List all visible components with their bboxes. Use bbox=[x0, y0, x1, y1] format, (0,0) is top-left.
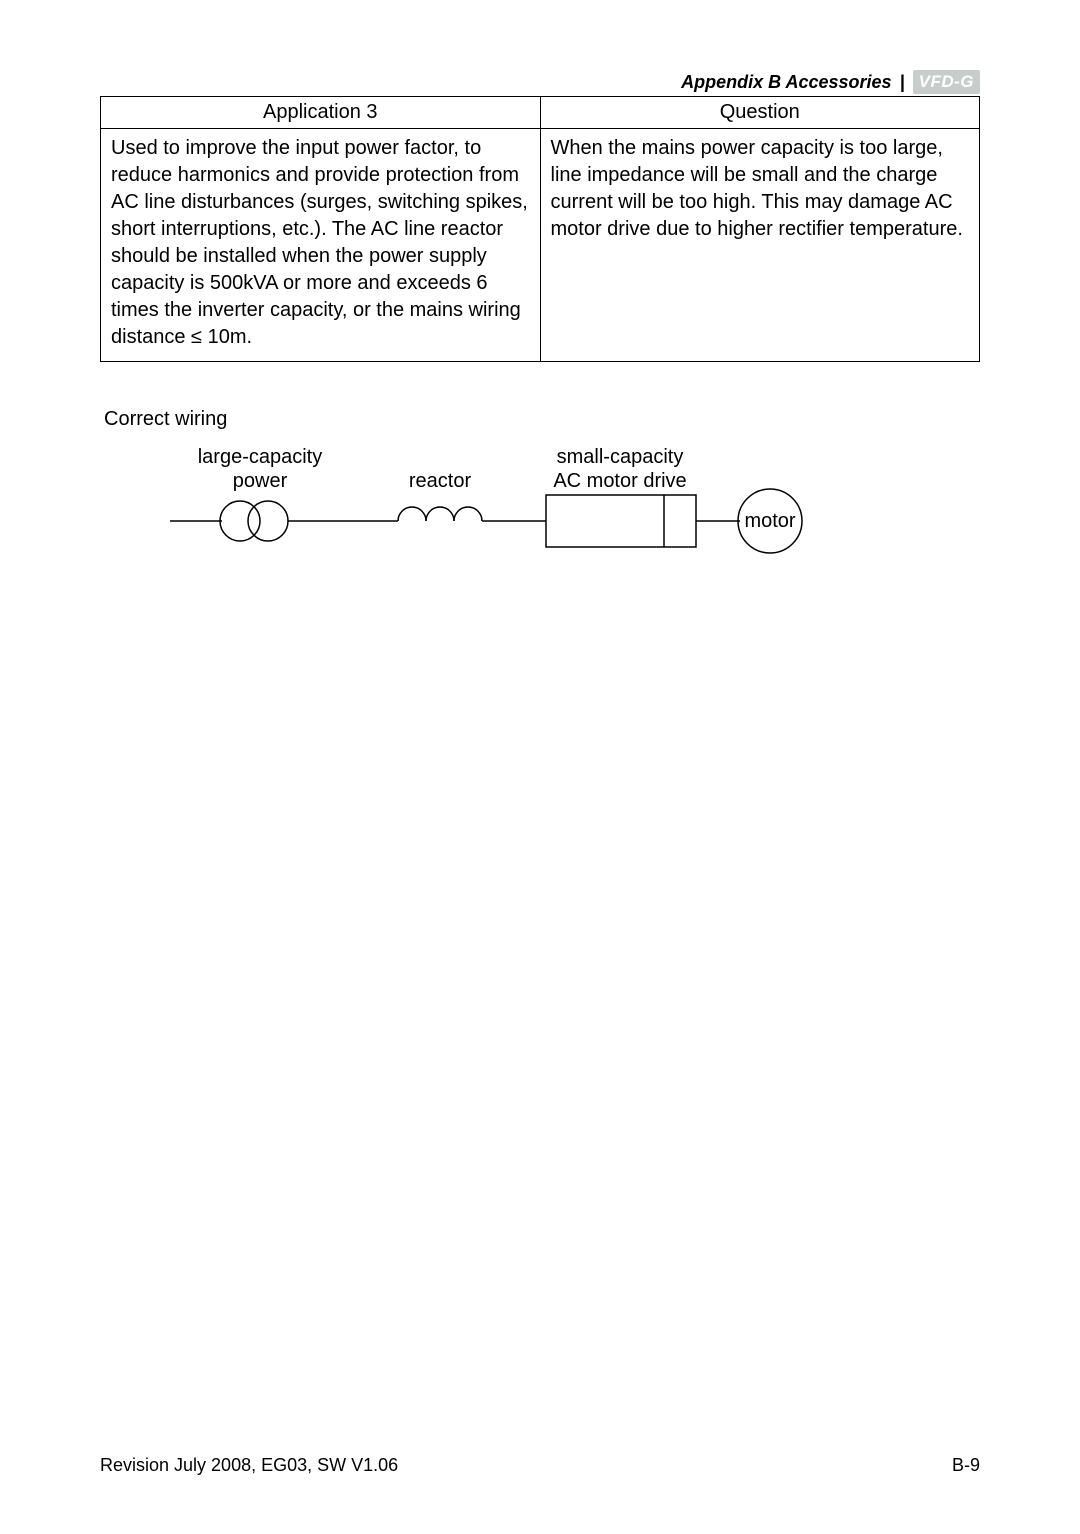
application-table: Application 3 Question Used to improve t… bbox=[100, 96, 980, 362]
label-drive-1: small-capacity bbox=[557, 446, 684, 468]
label-drive-2: AC motor drive bbox=[553, 470, 686, 492]
col-header-question: Question bbox=[540, 97, 980, 129]
reactor-hump-2 bbox=[426, 507, 454, 521]
table-row: Used to improve the input power factor, … bbox=[101, 129, 980, 362]
col-header-application: Application 3 bbox=[101, 97, 541, 129]
breadcrumb: Appendix B Accessories bbox=[681, 72, 891, 93]
table-header-row: Application 3 Question bbox=[101, 97, 980, 129]
reactor-hump-3 bbox=[454, 507, 482, 521]
footer-page-number: B-9 bbox=[952, 1455, 980, 1476]
label-reactor: reactor bbox=[409, 470, 472, 492]
label-motor: motor bbox=[744, 510, 795, 532]
label-power-2: power bbox=[233, 470, 288, 492]
reactor-hump-1 bbox=[398, 507, 426, 521]
cell-application-body: Used to improve the input power factor, … bbox=[101, 129, 541, 362]
section-heading: Correct wiring bbox=[104, 408, 980, 431]
page-header: Appendix B Accessories | VFD-G bbox=[100, 70, 980, 94]
separator: | bbox=[900, 72, 905, 93]
drive-box bbox=[546, 495, 696, 547]
page-footer: Revision July 2008, EG03, SW V1.06 B-9 bbox=[100, 1455, 980, 1476]
power-circle-2 bbox=[248, 501, 288, 541]
cell-question-body: When the mains power capacity is too lar… bbox=[540, 129, 980, 362]
brand-logo: VFD-G bbox=[913, 70, 980, 94]
wiring-diagram: large-capacity power reactor small-capac… bbox=[140, 443, 820, 568]
label-power-1: large-capacity bbox=[198, 446, 323, 468]
footer-revision: Revision July 2008, EG03, SW V1.06 bbox=[100, 1455, 398, 1476]
